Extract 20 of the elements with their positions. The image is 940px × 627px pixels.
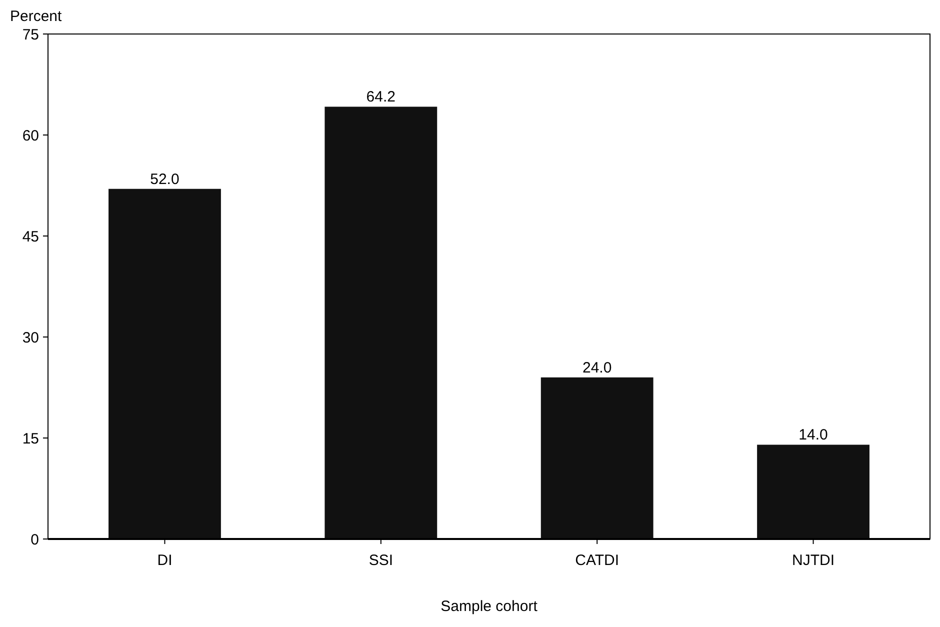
x-tick-label: NJTDI bbox=[792, 552, 835, 569]
bar bbox=[540, 377, 654, 539]
y-tick-label: 60 bbox=[22, 127, 39, 144]
x-tick-label: CATDI bbox=[575, 552, 620, 569]
y-tick-label: 15 bbox=[22, 430, 39, 448]
data-label: 14.0 bbox=[798, 426, 828, 444]
data-label: 64.2 bbox=[366, 88, 396, 106]
bar bbox=[757, 444, 870, 539]
bar bbox=[324, 106, 438, 539]
data-label: 52.0 bbox=[150, 170, 180, 188]
data-label: 24.0 bbox=[582, 359, 612, 376]
y-tick-label: 75 bbox=[22, 26, 39, 44]
x-tick-label: DI bbox=[157, 552, 172, 569]
bar bbox=[108, 188, 221, 539]
y-tick-label: 30 bbox=[22, 329, 39, 346]
y-tick-label: 45 bbox=[22, 228, 39, 246]
y-axis-title: Percent bbox=[10, 8, 63, 25]
x-axis-title: Sample cohort bbox=[440, 598, 538, 615]
x-tick-label: SSI bbox=[368, 552, 394, 569]
y-tick-label: 0 bbox=[30, 531, 39, 548]
